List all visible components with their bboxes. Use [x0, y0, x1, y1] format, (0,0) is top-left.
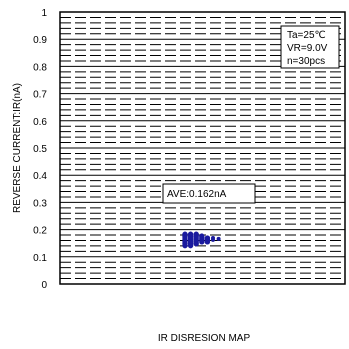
y-tick-label: 1	[41, 8, 47, 19]
x-axis-caption: IR DISRESION MAP	[158, 333, 251, 344]
average-box-frame	[162, 183, 256, 204]
y-tick-label: 0.3	[33, 198, 47, 209]
y-tick-label: 0.2	[33, 226, 47, 237]
data-point	[211, 237, 215, 242]
average-label: AVE:0.162nA	[167, 189, 227, 200]
data-points	[182, 231, 221, 249]
condition-sample-count: n=30pcs	[287, 56, 325, 67]
data-point	[187, 242, 194, 249]
y-tick-label: 0.9	[33, 35, 47, 46]
data-point	[216, 236, 221, 241]
data-point	[182, 242, 188, 249]
condition-temperature: Ta=25℃	[287, 30, 326, 41]
plot-frame	[59, 11, 346, 285]
y-tick-label: 0.5	[33, 144, 47, 155]
data-point	[199, 239, 205, 245]
y-tick-label: 0.6	[33, 117, 47, 128]
y-axis: 0 0.1 0.2 0.3 0.4 0.5 0.6 0.7 0.8 0.9 1	[33, 8, 47, 291]
grid-lines	[60, 16, 345, 280]
conditions-box-frame	[280, 25, 340, 69]
y-tick-label: 0	[41, 280, 47, 291]
average-box: AVE:0.162nA	[162, 183, 256, 204]
y-tick-label: 0.1	[33, 253, 47, 264]
data-point	[193, 241, 199, 247]
condition-voltage: VR=9.0V	[287, 43, 328, 54]
conditions-box: Ta=25℃ VR=9.0V n=30pcs	[280, 25, 340, 69]
y-tick-label: 0.7	[33, 90, 47, 101]
y-tick-label: 0.8	[33, 62, 47, 73]
y-tick-label: 0.4	[33, 171, 47, 182]
y-axis-title: REVERSE CURRENT:IR(nA)	[12, 83, 23, 213]
data-point	[204, 239, 211, 245]
